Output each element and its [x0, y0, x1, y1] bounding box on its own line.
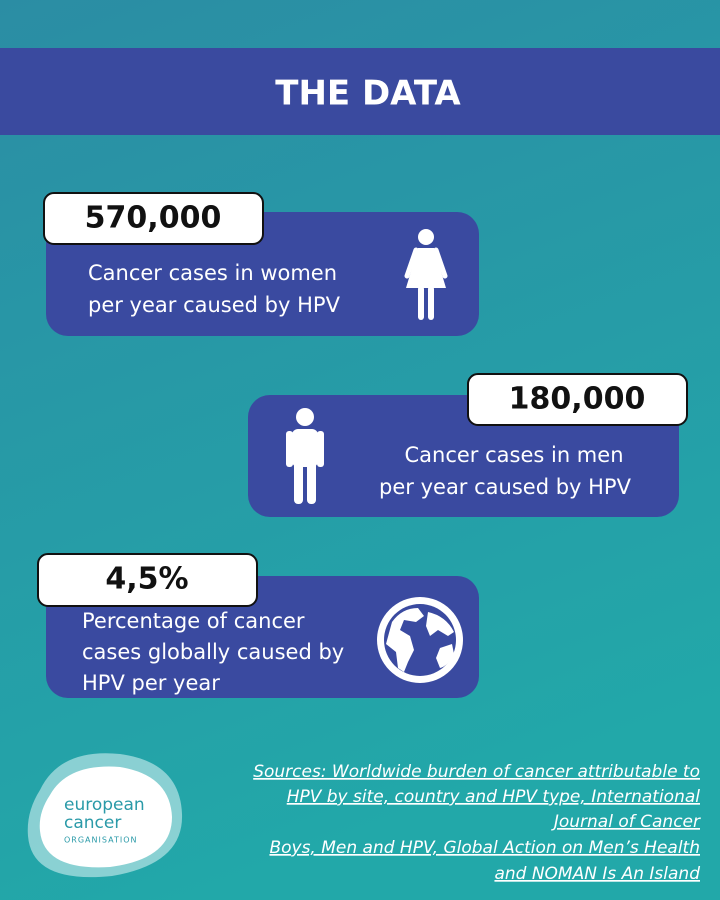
stat-value: 570,000 — [85, 201, 222, 236]
value-box — [467, 373, 688, 426]
source-line: and NOMAN Is An Island — [494, 864, 700, 884]
source-line: HPV by site, country and HPV type, Inter… — [287, 787, 701, 807]
source-line: Sources: Worldwide burden of cancer attr… — [253, 762, 700, 782]
man-icon — [286, 408, 324, 504]
stat-label: HPV per year — [82, 671, 220, 695]
source-line: Boys, Men and HPV, Global Action on Men’… — [269, 838, 700, 858]
logo-text: european — [64, 795, 145, 815]
stat-label: Percentage of cancer — [82, 609, 305, 633]
globe-icon — [377, 597, 463, 683]
logo-subtext: ORGANISATION — [64, 836, 137, 845]
stat-label: Cancer cases in men — [404, 443, 623, 467]
stat-label: per year caused by HPV — [379, 475, 632, 499]
value-box — [37, 553, 258, 607]
stat-value: 4,5% — [105, 562, 188, 597]
logo: european cancer ORGANISATION — [27, 753, 183, 878]
title: THE DATA — [275, 74, 461, 114]
source-line: Journal of Cancer — [551, 812, 701, 832]
stat-label: cases globally caused by — [82, 640, 344, 664]
header-band — [0, 48, 720, 135]
woman-icon — [404, 229, 448, 320]
stat-label: per year caused by HPV — [88, 293, 341, 317]
stat-label: Cancer cases in women — [88, 261, 337, 285]
value-box — [43, 192, 264, 245]
stat-value: 180,000 — [509, 382, 646, 417]
logo-text: cancer — [64, 813, 121, 833]
